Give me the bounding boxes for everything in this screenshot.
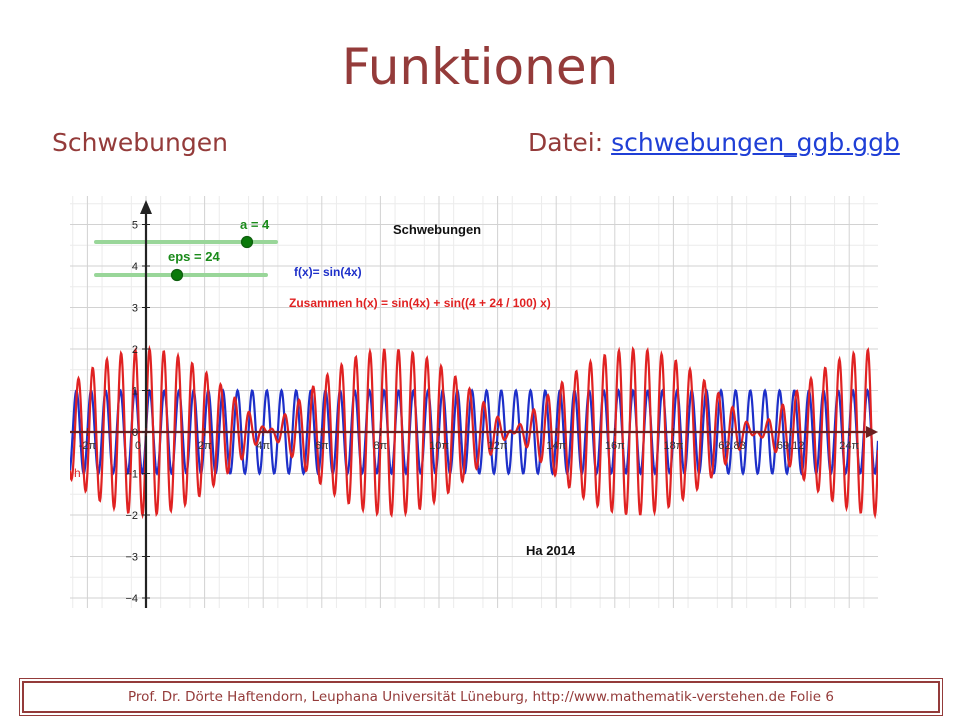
legend-h: Zusammen h(x) = sin(4x) + sin((4 + 24 / … bbox=[289, 296, 551, 310]
x-tick-label: -2π bbox=[79, 440, 97, 452]
x-tick-label: 16π bbox=[605, 440, 625, 452]
x-tick-label: 10π bbox=[429, 440, 449, 452]
x-tick-label: 2π bbox=[198, 440, 212, 452]
slider-knob[interactable] bbox=[170, 268, 184, 282]
x-tick-label: 14π bbox=[546, 440, 566, 452]
x-tick-label: 69.12 bbox=[777, 440, 805, 452]
x-tick-label: 12π bbox=[488, 440, 508, 452]
x-tick-label: 24π bbox=[839, 440, 859, 452]
slider-label: eps = 24 bbox=[168, 249, 220, 264]
y-axis-arrow bbox=[140, 200, 152, 214]
y-tick-label: 4 bbox=[132, 261, 138, 273]
file-label: Datei: bbox=[528, 128, 604, 157]
y-tick-label: 3 bbox=[132, 303, 138, 315]
x-tick-label: 0 bbox=[135, 440, 141, 452]
chart-title: Schwebungen bbox=[393, 222, 481, 237]
slide-footer: Prof. Dr. Dörte Haftendorn, Leuphana Uni… bbox=[19, 678, 943, 716]
x-tick-label: 62.83 bbox=[718, 440, 746, 452]
y-tick-label: −2 bbox=[125, 510, 138, 522]
file-link[interactable]: schwebungen_ggb.ggb bbox=[611, 128, 900, 157]
x-tick-label: 6π bbox=[315, 440, 329, 452]
slider-label: a = 4 bbox=[240, 217, 270, 232]
file-reference: Datei: schwebungen_ggb.ggb bbox=[528, 128, 900, 157]
y-tick-label: 2 bbox=[132, 344, 138, 356]
y-tick-label: −1 bbox=[125, 469, 138, 481]
slide-subtitle: Schwebungen bbox=[52, 128, 228, 157]
geogebra-graph[interactable]: a = 4 eps = 24 5 4 3 2 1 0 −1 −2 −3 −4 -2π 0 2π 4π 6π 8π 1… bbox=[70, 196, 878, 608]
y-tick-label: 0 bbox=[132, 427, 138, 439]
x-tick-label: 4π bbox=[256, 440, 270, 452]
y-tick-label: −4 bbox=[125, 593, 138, 605]
y-tick-label: 5 bbox=[132, 220, 138, 232]
curve-label-h: h bbox=[74, 466, 81, 480]
y-tick-label: 1 bbox=[132, 386, 138, 398]
slide-title: Funktionen bbox=[341, 38, 619, 96]
chart-annotation: Ha 2014 bbox=[526, 543, 576, 558]
slider-knob[interactable] bbox=[240, 235, 254, 249]
x-axis-arrow bbox=[866, 426, 878, 438]
y-tick-label: −3 bbox=[125, 552, 138, 564]
x-tick-label: 18π bbox=[663, 440, 683, 452]
legend-f: f(x)= sin(4x) bbox=[294, 265, 362, 279]
x-tick-label: 8π bbox=[374, 440, 388, 452]
